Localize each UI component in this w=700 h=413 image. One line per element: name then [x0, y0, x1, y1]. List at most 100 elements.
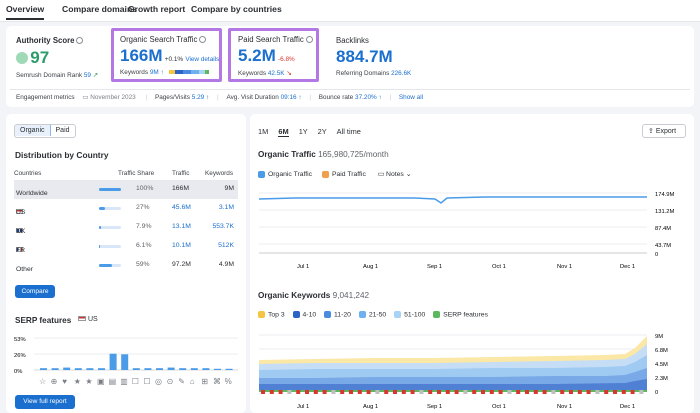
backlinks-value[interactable]: 884.7M: [336, 47, 393, 66]
serp-feature-icon[interactable]: ★: [85, 377, 92, 386]
event-marker-icon[interactable]: [525, 390, 529, 394]
country-name[interactable]: Worldwide: [16, 190, 48, 197]
event-marker-icon[interactable]: [340, 390, 345, 394]
country-row[interactable]: Other 59% 97.2M 4.9M: [14, 256, 238, 275]
compare-button[interactable]: Compare: [15, 285, 55, 298]
event-marker-icon[interactable]: [437, 390, 441, 394]
show-all-link[interactable]: Show all: [398, 94, 424, 101]
legend-21-50[interactable]: 21-50: [368, 311, 387, 319]
range-6m[interactable]: 6M: [278, 127, 289, 137]
event-marker-icon[interactable]: [560, 390, 565, 394]
event-marker-icon[interactable]: [551, 390, 556, 394]
event-marker-icon[interactable]: [569, 390, 573, 394]
country-row[interactable]: UK 7.9% 13.1M 553.7K: [14, 218, 238, 237]
traffic-value[interactable]: 45.6M: [172, 204, 191, 211]
event-marker-icon[interactable]: [331, 390, 336, 394]
event-marker-icon[interactable]: [269, 390, 274, 394]
serp-feature-icon[interactable]: ☐: [143, 377, 150, 386]
keywords-value[interactable]: 553.7K: [212, 223, 234, 230]
paid-value[interactable]: 5.2M: [238, 46, 276, 65]
event-marker-icon[interactable]: [454, 390, 459, 394]
event-marker-icon[interactable]: [305, 390, 309, 394]
serp-feature-icon[interactable]: ⊕: [51, 377, 58, 386]
event-marker-icon[interactable]: [613, 390, 617, 394]
keywords-value[interactable]: 3.1M: [218, 204, 234, 211]
tab-compare-by-countries[interactable]: Compare by countries: [191, 4, 282, 14]
serp-feature-icon[interactable]: ☆: [39, 377, 46, 386]
event-marker-icon[interactable]: [401, 390, 406, 394]
serp-feature-icon[interactable]: ⊙: [167, 377, 174, 386]
view-details-link[interactable]: View details: [185, 56, 220, 63]
event-marker-icon[interactable]: [357, 390, 362, 394]
legend-paid[interactable]: Paid Traffic: [331, 171, 366, 178]
country-name[interactable]: UK: [16, 228, 26, 235]
event-marker-icon[interactable]: [489, 390, 494, 394]
event-marker-icon[interactable]: [278, 390, 283, 394]
event-marker-icon[interactable]: [507, 390, 512, 394]
keywords-value[interactable]: 512K: [218, 242, 234, 249]
range-1y[interactable]: 1Y: [298, 127, 308, 136]
checkbox-icon[interactable]: [358, 311, 366, 318]
legend-serp-features[interactable]: SERP features: [443, 311, 488, 319]
event-marker-icon[interactable]: [542, 390, 547, 394]
range-all-time[interactable]: All time: [336, 127, 361, 136]
serp-feature-icon[interactable]: ✎: [178, 377, 185, 386]
checkbox-icon[interactable]: [324, 311, 332, 318]
legend-11-20[interactable]: 11-20: [334, 311, 351, 319]
event-marker-icon[interactable]: [261, 390, 265, 394]
info-icon[interactable]: [305, 36, 313, 44]
country-name[interactable]: Other: [16, 266, 33, 273]
serp-feature-icon[interactable]: ⌂: [190, 377, 195, 386]
event-marker-icon[interactable]: [419, 390, 424, 394]
checkbox-icon[interactable]: [292, 311, 300, 318]
serp-feature-icon[interactable]: ⊞: [201, 377, 208, 386]
toggle-paid[interactable]: Paid: [55, 127, 70, 134]
serp-feature-icon[interactable]: ▤: [109, 377, 117, 386]
event-marker-icon[interactable]: [393, 390, 397, 394]
serp-feature-icon[interactable]: ★: [74, 377, 81, 386]
event-marker-icon[interactable]: [595, 390, 600, 394]
legend-organic[interactable]: Organic Traffic: [268, 171, 313, 178]
event-marker-icon[interactable]: [586, 390, 591, 394]
country-row[interactable]: US 27% 45.6M 3.1M: [14, 199, 238, 218]
event-marker-icon[interactable]: [577, 390, 582, 394]
event-marker-icon[interactable]: [322, 390, 327, 394]
tab-growth-report[interactable]: Growth report: [128, 4, 186, 14]
serp-feature-icon[interactable]: %: [225, 377, 232, 386]
event-marker-icon[interactable]: [463, 390, 468, 394]
serp-feature-icon[interactable]: ♥: [62, 377, 67, 386]
tab-compare-domains[interactable]: Compare domains: [62, 4, 137, 14]
serp-feature-icon[interactable]: ◎: [155, 377, 162, 386]
event-marker-icon[interactable]: [287, 390, 292, 394]
traffic-value[interactable]: 13.1M: [172, 223, 191, 230]
checkbox-icon[interactable]: [433, 311, 441, 318]
traffic-value[interactable]: 10.1M: [172, 242, 191, 249]
event-marker-icon[interactable]: [472, 390, 477, 394]
event-marker-icon[interactable]: [349, 390, 353, 394]
range-1m[interactable]: 1M: [258, 127, 269, 136]
event-marker-icon[interactable]: [313, 390, 318, 394]
event-marker-icon[interactable]: [498, 390, 503, 394]
toggle-organic[interactable]: Organic: [15, 125, 51, 136]
event-marker-icon[interactable]: [604, 390, 609, 394]
event-marker-icon[interactable]: [639, 390, 644, 394]
notes-dropdown[interactable]: Notes: [386, 171, 404, 178]
country-row[interactable]: FR 6.1% 10.1M 512K: [14, 237, 238, 256]
country-name[interactable]: FR: [16, 247, 26, 254]
organic-keywords-value[interactable]: 9M ↑: [149, 69, 164, 76]
info-icon[interactable]: [199, 36, 207, 44]
paid-keywords-value[interactable]: 42.5K: [267, 70, 285, 77]
event-marker-icon[interactable]: [533, 390, 538, 394]
checkbox-icon[interactable]: [258, 170, 265, 178]
serp-feature-icon[interactable]: ▥: [120, 377, 128, 386]
event-marker-icon[interactable]: [481, 390, 485, 394]
checkbox-icon[interactable]: [321, 170, 329, 178]
legend-top3[interactable]: Top 3: [268, 311, 285, 319]
serp-feature-icon[interactable]: ⌘: [213, 377, 221, 386]
country-name[interactable]: US: [16, 209, 26, 216]
event-marker-icon[interactable]: [621, 390, 626, 394]
country-row[interactable]: Worldwide 100% 166M 9M: [14, 180, 238, 199]
event-marker-icon[interactable]: [410, 390, 415, 394]
event-marker-icon[interactable]: [366, 390, 371, 394]
export-button[interactable]: ⇪ Export: [642, 124, 686, 138]
